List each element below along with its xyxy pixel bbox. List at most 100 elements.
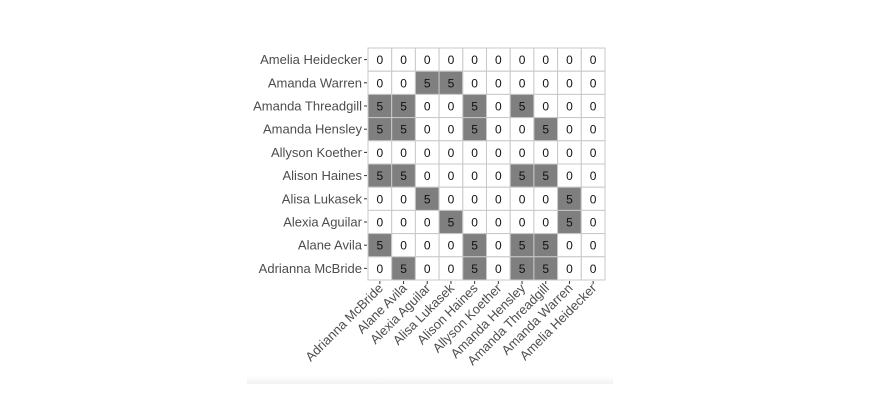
cell-value-label: 0 — [424, 169, 431, 183]
y-axis-labels: Amelia Heidecker Amanda Warren Amanda Thre… — [253, 52, 367, 276]
cell-value-label: 0 — [590, 123, 597, 137]
cell-value-label: 0 — [424, 239, 431, 253]
cell-value-label: 0 — [590, 53, 597, 67]
cell-value-label: 0 — [566, 169, 573, 183]
cell-value-label: 0 — [377, 53, 384, 67]
y-tick-label: Alane Avila — [298, 238, 363, 253]
cell-value-label: 0 — [424, 123, 431, 137]
cell-value-label: 0 — [590, 100, 597, 114]
cell-value-label: 0 — [519, 192, 526, 206]
cell-value-label: 5 — [400, 262, 407, 276]
cell-value-label: 0 — [377, 146, 384, 160]
cell-value-label: 0 — [542, 100, 549, 114]
cell-value-label: 0 — [495, 192, 502, 206]
cell-value-label: 5 — [519, 169, 526, 183]
cell-value-label: 5 — [471, 262, 478, 276]
cell-value-label: 0 — [377, 262, 384, 276]
cell-value-label: 0 — [590, 262, 597, 276]
cell-value-label: 5 — [471, 100, 478, 114]
cell-value-label: 0 — [519, 123, 526, 137]
cell-value-label: 0 — [495, 216, 502, 230]
cell-value-label: 0 — [377, 216, 384, 230]
cell-value-label: 0 — [400, 192, 407, 206]
cell-value-label: 0 — [400, 76, 407, 90]
cell-value-label: 5 — [424, 76, 431, 90]
cell-value-label: 5 — [377, 123, 384, 137]
cell-value-label: 0 — [590, 169, 597, 183]
cell-value-label: 5 — [424, 192, 431, 206]
cell-value-label: 0 — [495, 100, 502, 114]
cell-value-label: 0 — [471, 192, 478, 206]
cell-value-label: 0 — [448, 262, 455, 276]
cell-value-label: 0 — [542, 53, 549, 67]
cell-value-label: 0 — [519, 53, 526, 67]
cell-value-label: 0 — [448, 100, 455, 114]
y-tick-label: Amanda Threadgill — [253, 99, 362, 114]
cell-value-label: 0 — [424, 146, 431, 160]
cell-value-label: 0 — [424, 100, 431, 114]
y-tick-label: Alisa Lukasek — [282, 191, 363, 206]
y-tick-label: Adrianna McBride — [259, 261, 362, 276]
cell-value-label: 5 — [542, 169, 549, 183]
y-tick-label: Alison Haines — [283, 168, 363, 183]
cell-value-label: 0 — [566, 76, 573, 90]
cell-value-label: 0 — [519, 146, 526, 160]
cell-value-label: 5 — [542, 239, 549, 253]
cell-value-label: 0 — [424, 53, 431, 67]
cell-value-label: 0 — [400, 146, 407, 160]
cell-value-label: 5 — [519, 239, 526, 253]
cell-value-label: 0 — [495, 169, 502, 183]
cell-value-label: 5 — [448, 76, 455, 90]
cell-value-label: 5 — [448, 216, 455, 230]
cell-value-label: 0 — [566, 100, 573, 114]
cell-value-label: 0 — [566, 146, 573, 160]
cell-value-label: 0 — [448, 146, 455, 160]
cell-value-label: 0 — [448, 239, 455, 253]
cell-value-label: 0 — [495, 76, 502, 90]
cell-value-label: 0 — [471, 76, 478, 90]
y-tick-label: Amelia Heidecker — [260, 52, 363, 67]
cell-value-label: 5 — [377, 239, 384, 253]
cell-value-label: 0 — [448, 192, 455, 206]
cell-value-label: 0 — [471, 216, 478, 230]
cell-value-label: 5 — [377, 100, 384, 114]
cell-value-label: 0 — [566, 53, 573, 67]
cell-value-label: 0 — [495, 53, 502, 67]
cell-value-label: 0 — [400, 239, 407, 253]
cell-value-label: 5 — [471, 123, 478, 137]
cell-value-label: 0 — [495, 123, 502, 137]
cell-value-label: 0 — [542, 192, 549, 206]
cell-value-label: 0 — [448, 123, 455, 137]
cell-value-label: 5 — [400, 100, 407, 114]
cell-value-label: 0 — [566, 239, 573, 253]
cell-value-label: 5 — [519, 100, 526, 114]
y-tick-label: Amanda Hensley — [263, 122, 362, 137]
cell-value-label: 0 — [519, 216, 526, 230]
cell-value-label: 0 — [377, 192, 384, 206]
cell-value-label: 5 — [542, 262, 549, 276]
cell-value-label: 5 — [400, 123, 407, 137]
y-tick-label: Amanda Warren — [268, 75, 362, 90]
cell-value-label: 0 — [542, 216, 549, 230]
cell-value-label: 0 — [377, 76, 384, 90]
cell-value-label: 5 — [471, 239, 478, 253]
cell-value-label: 0 — [495, 262, 502, 276]
heatmap-cells: 0 0 0 0 0 0 0 0 0 0 0 0 5 5 0 0 0 0 0 0 5 5 0 0 5 0 5 0 0 0 5 5 0 0 5 0 0 5 0 0… — [368, 48, 605, 280]
cell-value-label: 0 — [424, 262, 431, 276]
cell-value-label: 5 — [400, 169, 407, 183]
cell-value-label: 0 — [400, 216, 407, 230]
cell-value-label: 0 — [448, 53, 455, 67]
cell-value-label: 0 — [519, 76, 526, 90]
cell-value-label: 0 — [590, 146, 597, 160]
cell-value-label: 0 — [590, 239, 597, 253]
cell-value-label: 5 — [566, 216, 573, 230]
cell-value-label: 0 — [471, 53, 478, 67]
cell-value-label: 0 — [590, 76, 597, 90]
cell-value-label: 0 — [400, 53, 407, 67]
cell-value-label: 0 — [424, 216, 431, 230]
cell-value-label: 0 — [495, 146, 502, 160]
cell-value-label: 0 — [590, 192, 597, 206]
cell-value-label: 0 — [590, 216, 597, 230]
y-tick-label: Allyson Koether — [271, 145, 363, 160]
